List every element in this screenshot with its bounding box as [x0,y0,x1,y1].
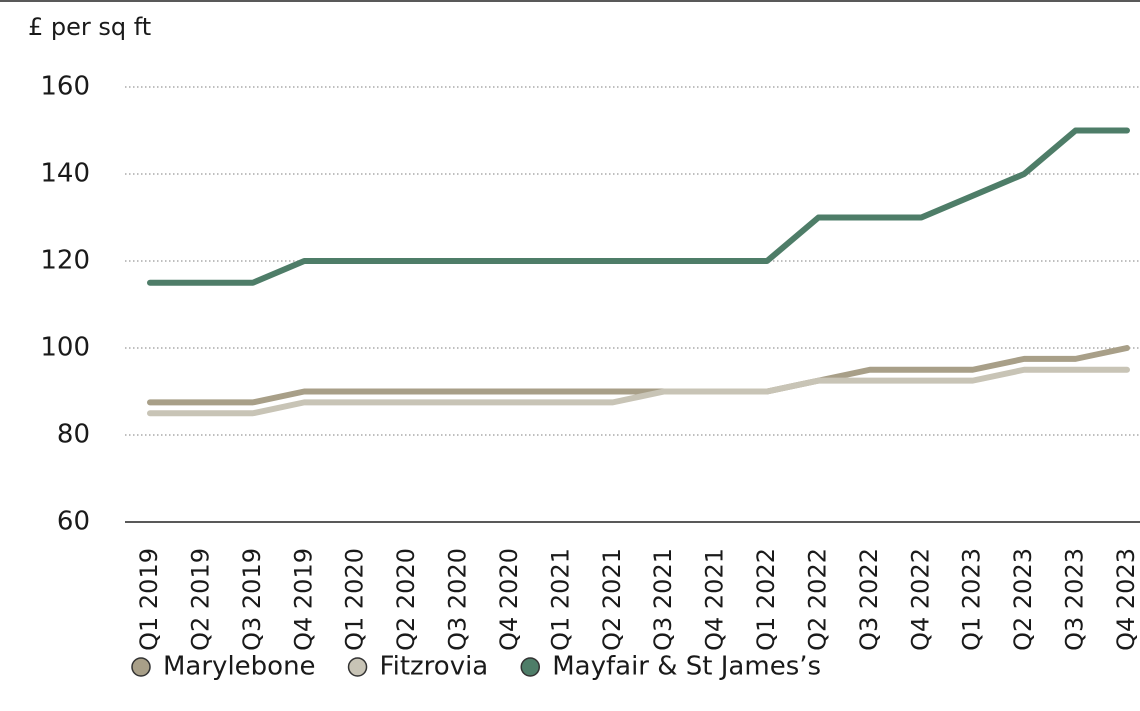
x-tick-label: Q4 2023 [1112,548,1140,651]
x-tick-label: Q3 2023 [1061,548,1089,651]
x-tick-label: Q4 2019 [289,548,317,651]
y-axis-label: £ per sq ft [28,13,151,41]
x-tick-label: Q2 2023 [1009,548,1037,651]
x-tick-label: Q3 2021 [649,548,677,651]
y-tick-label: 80 [57,420,90,450]
x-tick-label: Q1 2020 [341,548,369,651]
x-tick-label: Q3 2019 [238,548,266,651]
series-line [147,366,1130,417]
y-tick-label: 100 [40,333,90,363]
x-tick-label: Q4 2021 [701,548,729,651]
x-tick-label: Q1 2019 [135,548,163,651]
series-line [147,127,1130,286]
y-tick-label: 160 [40,72,90,102]
y-tick-label: 60 [57,507,90,537]
x-tick-label: Q1 2022 [752,548,780,651]
legend-marker [131,657,151,677]
x-tick-label: Q4 2020 [495,548,523,651]
x-tick-label: Q2 2020 [392,548,420,651]
legend-marker [347,657,368,677]
x-tick-label: Q2 2022 [803,548,831,651]
legend-label: Fitzrovia [380,652,489,682]
x-tick-label: Q1 2023 [958,548,986,651]
series-line [147,345,1130,406]
legend-label: Marylebone [163,652,316,682]
x-tick-label: Q1 2021 [546,548,574,651]
x-tick-label: Q3 2022 [855,548,883,651]
x-tick-label: Q2 2019 [186,548,214,651]
x-tick-label: Q2 2021 [598,548,626,651]
x-tick-label: Q4 2022 [906,548,934,651]
x-tick-label: Q3 2020 [444,548,472,651]
legend-label: Mayfair & St James’s [552,652,821,682]
y-tick-label: 120 [40,246,90,276]
legend-marker [520,657,540,677]
y-tick-label: 140 [40,159,90,189]
